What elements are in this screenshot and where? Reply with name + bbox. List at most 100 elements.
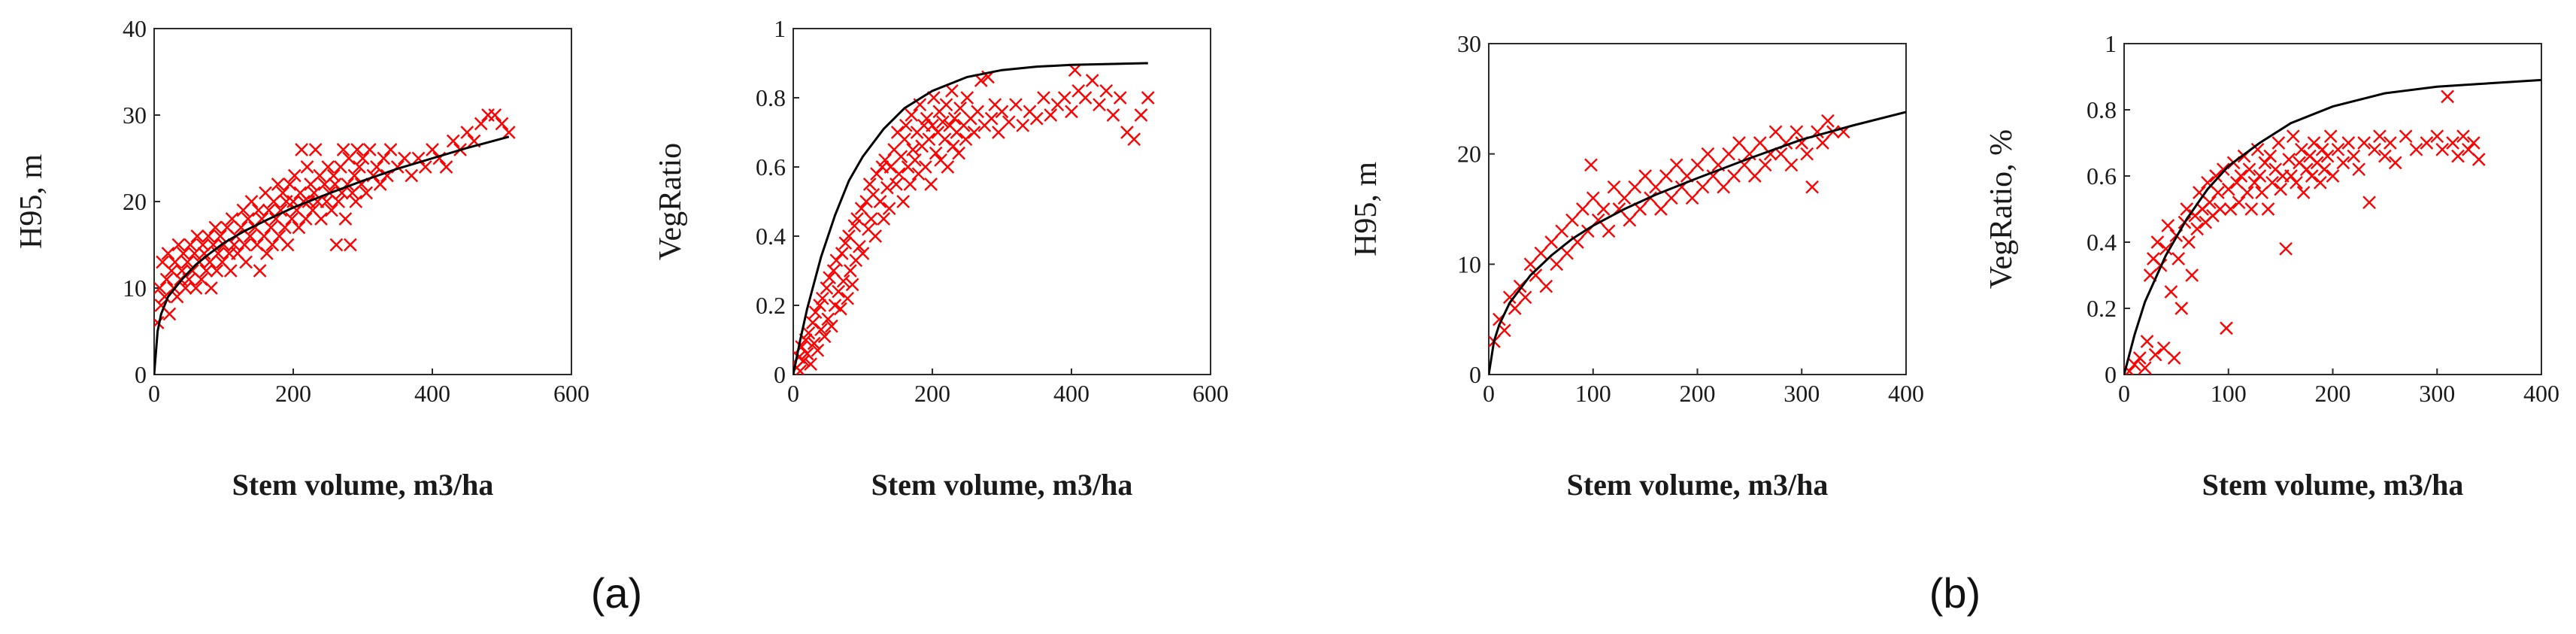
data-point	[2271, 136, 2286, 150]
data-point	[1518, 290, 1532, 305]
data-point	[332, 195, 345, 208]
data-point	[1659, 169, 1673, 183]
y-tick-label: 20	[123, 188, 147, 215]
data-point	[1584, 158, 1598, 172]
data-point	[1009, 98, 1023, 112]
data-point	[1508, 302, 1522, 315]
data-point	[2234, 169, 2248, 183]
data-point	[285, 212, 299, 226]
data-point	[260, 247, 274, 260]
data-point	[1544, 235, 1559, 249]
plot-area	[154, 108, 516, 375]
data-point	[2274, 182, 2287, 196]
data-point	[808, 305, 823, 320]
data-point	[2314, 175, 2327, 190]
data-point	[2261, 202, 2275, 216]
data-point	[2279, 241, 2293, 256]
data-point	[223, 264, 238, 278]
y-tick-label: 0.2	[2087, 295, 2117, 322]
data-point	[1093, 98, 1106, 112]
data-point	[992, 126, 1005, 139]
plot-area	[2124, 78, 2541, 375]
data-point	[845, 278, 859, 292]
data-point	[2317, 162, 2332, 177]
data-point	[896, 195, 910, 208]
data-point	[2420, 136, 2434, 150]
plot-area	[1489, 111, 1906, 375]
data-point	[829, 253, 844, 268]
data-point	[820, 281, 834, 295]
data-point	[2446, 136, 2459, 150]
data-point	[870, 167, 883, 181]
data-point	[276, 186, 289, 200]
data-point	[2383, 136, 2397, 150]
data-point	[2201, 175, 2214, 190]
data-point	[1523, 257, 1538, 271]
data-point	[2213, 202, 2227, 216]
data-point	[816, 291, 829, 305]
data-point	[1586, 191, 1600, 205]
data-point	[2156, 341, 2171, 355]
data-point	[300, 160, 314, 174]
data-point	[814, 323, 828, 337]
data-point	[1758, 158, 1772, 172]
y-tick-label: 0.8	[756, 84, 786, 111]
data-point	[947, 111, 962, 126]
data-point	[832, 284, 845, 299]
data-point	[1784, 158, 1799, 172]
data-point	[995, 105, 1009, 119]
data-point	[2211, 186, 2225, 199]
data-point	[854, 202, 868, 216]
data-point	[439, 160, 453, 174]
x-tick-label: 200	[2315, 380, 2351, 407]
data-point	[162, 307, 177, 321]
data-point	[838, 236, 853, 250]
data-point	[892, 167, 906, 181]
data-point	[1085, 74, 1099, 87]
data-point	[1623, 213, 1637, 227]
data-point	[1753, 136, 1767, 150]
data-point	[842, 229, 856, 243]
data-point	[199, 264, 214, 278]
data-point	[280, 238, 295, 252]
data-point	[295, 143, 308, 156]
data-point	[171, 238, 186, 252]
data-point	[2331, 142, 2345, 156]
data-point	[1732, 136, 1746, 150]
data-point	[2373, 129, 2387, 144]
data-point	[1701, 147, 1715, 161]
data-point	[899, 118, 913, 132]
data-point	[336, 143, 350, 156]
data-point	[850, 212, 864, 226]
data-point	[502, 126, 516, 139]
chart-1: 0 200 400 600 0 10 20 30 40 Stem volume, m3/ha H95…	[14, 15, 589, 502]
data-point	[283, 177, 297, 191]
y-tick-label: 10	[1457, 250, 1481, 278]
data-point	[2388, 156, 2402, 170]
y-tick-label: 1	[774, 15, 786, 42]
data-point	[1602, 224, 1616, 238]
data-point	[1696, 180, 1710, 194]
data-point	[2307, 136, 2321, 150]
data-point	[2282, 153, 2296, 166]
data-point	[2378, 149, 2392, 163]
y-tick-label: 0.4	[756, 223, 786, 250]
data-point	[1805, 180, 1819, 194]
data-point	[328, 177, 342, 191]
data-point	[1106, 108, 1120, 122]
data-point	[356, 151, 370, 165]
data-point	[288, 168, 302, 183]
data-point	[2221, 182, 2235, 196]
data-point	[481, 108, 495, 122]
data-point	[1529, 268, 1543, 282]
data-point	[918, 160, 932, 174]
data-point	[321, 160, 335, 174]
data-point	[984, 111, 999, 126]
data-point	[1099, 83, 1114, 98]
data-point	[2341, 136, 2356, 150]
data-point	[1127, 132, 1141, 147]
chart-4: 0 100 200 300 400 0 0.2 0.4 0.6 0.8 1 Stem volume, …	[1984, 30, 2559, 502]
data-point	[398, 151, 411, 165]
data-point	[2132, 351, 2147, 365]
data-point	[2240, 186, 2254, 199]
